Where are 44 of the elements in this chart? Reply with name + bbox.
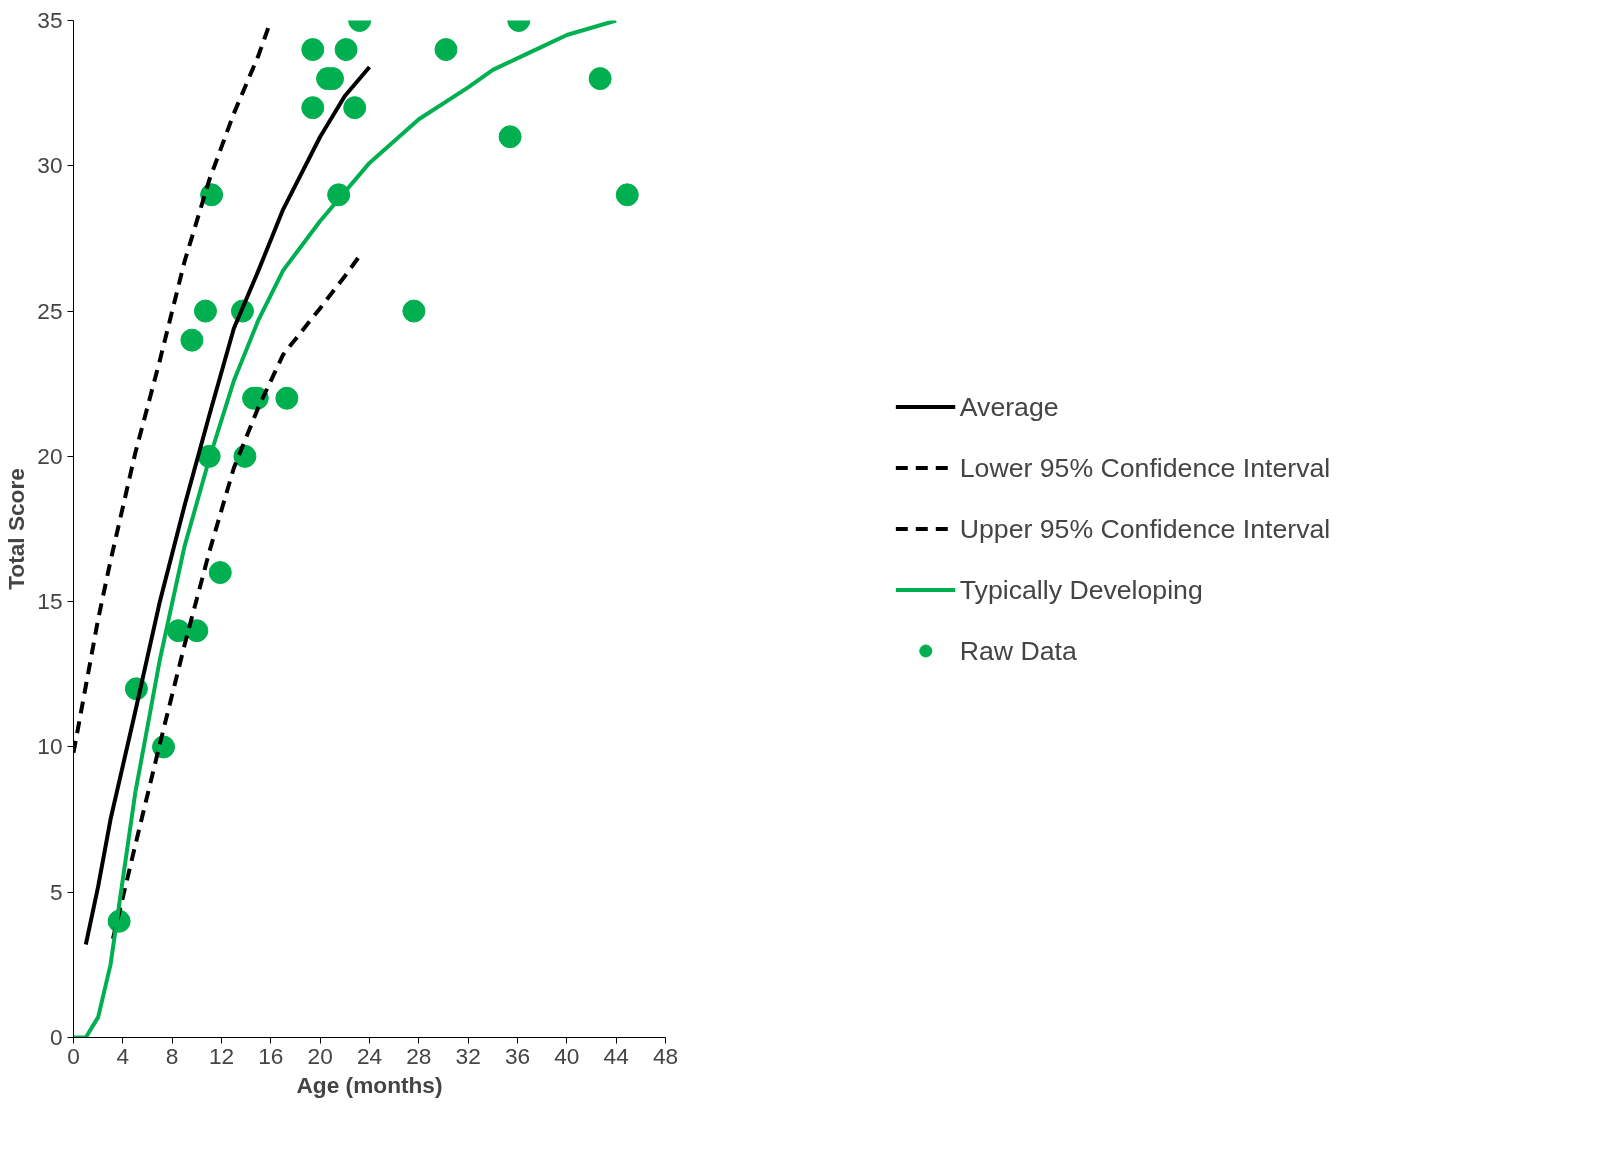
point [343, 96, 367, 120]
legend-label: Average [959, 391, 1059, 422]
y-tick-label: 5 [49, 878, 63, 905]
x-tick-label: 0 [67, 1042, 80, 1069]
point [334, 38, 358, 62]
x-tick-label: 28 [406, 1042, 432, 1069]
x-tick-label: 8 [165, 1042, 179, 1069]
y-axis-title: Total Score [3, 468, 30, 590]
legend-label: Lower 95% Confidence Interval [959, 452, 1331, 483]
x-axis-title: Age (months) [296, 1071, 443, 1098]
y-tick-label: 20 [37, 442, 63, 469]
y-tick-label: 30 [37, 152, 63, 179]
point [208, 561, 232, 585]
point [615, 183, 639, 207]
point [301, 96, 325, 120]
x-tick-label: 44 [603, 1042, 629, 1069]
x-tick-label: 20 [307, 1042, 333, 1069]
point [180, 328, 204, 352]
y-tick-label: 35 [37, 7, 63, 33]
point [588, 67, 612, 91]
point [402, 299, 426, 323]
legend-label: Raw Data [959, 635, 1077, 666]
point [200, 183, 224, 207]
x-tick-label: 4 [116, 1042, 130, 1069]
x-tick-label: 16 [258, 1042, 284, 1069]
x-tick-label: 32 [455, 1042, 481, 1069]
y-tick-label: 25 [37, 297, 63, 324]
point [185, 619, 209, 643]
point [434, 38, 458, 62]
legend-label: Upper 95% Confidence Interval [959, 513, 1331, 544]
x-tick-label: 40 [554, 1042, 580, 1069]
legend-label: Typically Developing [959, 574, 1203, 605]
y-tick-label: 15 [37, 588, 63, 615]
y-tick-label: 10 [37, 733, 63, 760]
x-tick-label: 12 [208, 1042, 235, 1069]
line-series [83, 64, 372, 947]
x-tick-label: 24 [356, 1042, 383, 1069]
y-tick-label: 0 [49, 1024, 63, 1050]
point [301, 38, 325, 62]
x-tick-label: 48 [652, 1042, 679, 1069]
point [275, 386, 299, 410]
point [498, 125, 522, 149]
point [193, 299, 217, 323]
x-tick-label: 36 [504, 1042, 531, 1069]
